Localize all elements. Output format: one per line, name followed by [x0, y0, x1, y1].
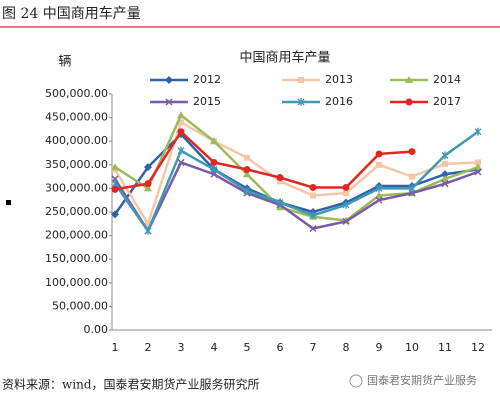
marker	[309, 224, 317, 233]
x-tick-label: 5	[244, 341, 251, 354]
legend-marker	[405, 98, 413, 106]
y-tick-label: 350,000.00	[45, 158, 108, 171]
marker	[177, 128, 185, 136]
y-tick-label: 250,000.00	[45, 205, 108, 218]
marker	[309, 183, 317, 191]
marker	[111, 210, 119, 219]
marker	[243, 186, 251, 195]
legend-label: 2013	[325, 73, 353, 86]
x-tick-label: 8	[343, 341, 350, 354]
marker	[375, 150, 383, 158]
marker	[177, 146, 185, 155]
marker	[243, 166, 251, 174]
marker	[474, 127, 482, 136]
y-tick-label: 150,000.00	[45, 252, 108, 265]
figure-header: 图 24 中国商用车产量	[2, 5, 141, 22]
marker	[342, 200, 350, 209]
marker	[310, 192, 316, 199]
legend-marker	[165, 98, 173, 106]
marker	[276, 198, 284, 207]
y-axis-label: 辆	[58, 55, 71, 70]
y-tick-label: 200,000.00	[45, 229, 108, 242]
series-line	[113, 130, 479, 234]
legend-marker	[297, 98, 305, 106]
marker	[309, 211, 317, 220]
x-tick-label: 1	[112, 341, 119, 354]
marker	[474, 168, 482, 176]
x-tick-label: 4	[211, 341, 218, 354]
marker	[277, 178, 283, 185]
marker	[441, 180, 449, 188]
marker	[210, 137, 218, 145]
marker	[111, 185, 119, 193]
legend-label: 2015	[193, 95, 221, 108]
marker	[144, 180, 152, 188]
marker	[375, 184, 383, 193]
marker	[441, 151, 449, 160]
marker	[343, 190, 349, 197]
legend-marker	[165, 76, 173, 84]
marker	[375, 196, 383, 204]
marker	[144, 226, 152, 235]
marker	[276, 203, 284, 211]
legend-marker	[298, 77, 304, 83]
legend-label: 2014	[433, 73, 461, 86]
marker	[210, 165, 218, 174]
series-line	[113, 160, 479, 234]
marker	[375, 191, 383, 199]
bullet	[6, 200, 11, 205]
marker	[441, 170, 449, 179]
x-tick-label: 12	[471, 341, 485, 354]
chart-title: 中国商用车产量	[239, 50, 330, 66]
y-tick-label: 300,000.00	[45, 181, 108, 194]
legend-marker	[405, 76, 413, 83]
marker	[144, 163, 152, 172]
legend-label: 2016	[325, 95, 353, 108]
marker	[442, 160, 448, 167]
y-tick-label: 450,000.00	[45, 111, 108, 124]
marker	[409, 173, 415, 180]
y-tick-label: 500,000.00	[45, 87, 108, 100]
watermark-icon	[349, 374, 363, 388]
y-tick-label: 400,000.00	[45, 134, 108, 147]
marker	[408, 184, 416, 193]
x-tick-label: 10	[405, 341, 419, 354]
y-tick-label: 100,000.00	[45, 276, 108, 289]
marker	[342, 183, 350, 191]
y-tick-label: 50,000.00	[52, 299, 108, 312]
marker	[177, 158, 185, 166]
legend-label: 2012	[193, 73, 221, 86]
marker	[177, 111, 185, 119]
series-line	[114, 113, 479, 222]
series-line	[114, 129, 413, 191]
marker	[111, 163, 119, 171]
x-tick-label: 6	[277, 341, 284, 354]
watermark: 国泰君安期货产业服务	[367, 373, 477, 387]
source-note: 资料来源：wind，国泰君安期货产业服务研究所	[2, 377, 260, 392]
x-tick-label: 7	[310, 341, 317, 354]
x-tick-label: 11	[438, 341, 452, 354]
marker	[243, 170, 251, 178]
marker	[475, 159, 481, 166]
marker	[244, 154, 250, 161]
x-tick-label: 3	[178, 341, 185, 354]
marker	[210, 158, 218, 166]
marker	[178, 119, 184, 126]
marker	[441, 174, 449, 182]
y-tick-label: 0.00	[84, 323, 109, 336]
marker	[145, 220, 151, 227]
marker	[144, 184, 152, 192]
marker	[376, 161, 382, 168]
marker	[276, 174, 284, 182]
x-tick-label: 9	[376, 341, 383, 354]
x-tick-label: 2	[145, 341, 152, 354]
marker	[408, 148, 416, 156]
legend-label: 2017	[433, 95, 461, 108]
marker	[474, 163, 482, 171]
series-line	[113, 132, 479, 216]
marker	[342, 217, 350, 225]
